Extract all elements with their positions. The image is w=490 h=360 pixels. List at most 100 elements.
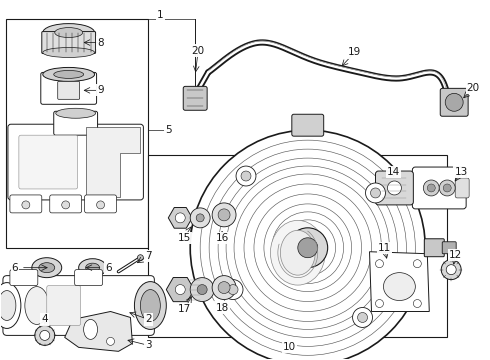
- Circle shape: [212, 276, 236, 300]
- Ellipse shape: [84, 319, 98, 339]
- Ellipse shape: [32, 258, 62, 278]
- Ellipse shape: [384, 273, 416, 301]
- Circle shape: [175, 285, 185, 294]
- FancyBboxPatch shape: [50, 195, 82, 213]
- Ellipse shape: [0, 283, 21, 328]
- FancyBboxPatch shape: [413, 167, 466, 209]
- Text: 16: 16: [216, 233, 229, 243]
- Circle shape: [288, 228, 328, 268]
- Text: 6: 6: [12, 263, 18, 273]
- FancyBboxPatch shape: [455, 178, 469, 198]
- Bar: [6, 19, 148, 248]
- Circle shape: [218, 209, 230, 221]
- Circle shape: [298, 238, 318, 258]
- Circle shape: [228, 285, 238, 294]
- Ellipse shape: [54, 71, 84, 78]
- Ellipse shape: [43, 67, 95, 81]
- Circle shape: [443, 184, 451, 192]
- Polygon shape: [65, 311, 132, 351]
- Circle shape: [190, 278, 214, 302]
- FancyBboxPatch shape: [10, 270, 38, 285]
- Polygon shape: [369, 252, 429, 311]
- Text: 18: 18: [216, 302, 229, 312]
- Text: 20: 20: [466, 84, 480, 93]
- Text: 12: 12: [448, 250, 462, 260]
- Ellipse shape: [39, 263, 55, 273]
- Circle shape: [441, 260, 461, 280]
- Circle shape: [439, 180, 455, 196]
- Circle shape: [175, 213, 185, 223]
- Circle shape: [196, 214, 204, 222]
- Bar: [148, 155, 447, 337]
- Circle shape: [212, 203, 236, 227]
- Circle shape: [236, 166, 256, 186]
- FancyBboxPatch shape: [183, 86, 207, 110]
- FancyBboxPatch shape: [19, 135, 77, 189]
- Ellipse shape: [280, 230, 315, 275]
- Circle shape: [423, 180, 439, 196]
- Circle shape: [414, 300, 421, 307]
- FancyBboxPatch shape: [442, 242, 456, 254]
- Circle shape: [375, 300, 384, 307]
- Circle shape: [358, 312, 368, 323]
- Circle shape: [218, 282, 230, 293]
- Circle shape: [35, 325, 55, 345]
- Circle shape: [22, 201, 30, 209]
- Ellipse shape: [0, 291, 16, 320]
- Text: 17: 17: [177, 305, 191, 315]
- FancyBboxPatch shape: [292, 114, 324, 136]
- Text: 3: 3: [145, 340, 152, 350]
- Circle shape: [366, 183, 386, 203]
- Text: 6: 6: [105, 263, 112, 273]
- Text: 13: 13: [455, 167, 468, 177]
- Circle shape: [370, 188, 380, 198]
- Circle shape: [353, 307, 372, 328]
- FancyBboxPatch shape: [58, 81, 80, 99]
- Text: 19: 19: [348, 48, 361, 58]
- Circle shape: [414, 260, 421, 268]
- Text: 7: 7: [145, 251, 152, 261]
- Circle shape: [223, 280, 243, 300]
- Circle shape: [445, 93, 463, 111]
- Text: 11: 11: [378, 243, 391, 253]
- Circle shape: [62, 201, 70, 209]
- Text: 9: 9: [97, 85, 104, 95]
- Circle shape: [388, 181, 401, 195]
- Text: 5: 5: [165, 125, 172, 135]
- Text: 1: 1: [157, 10, 164, 20]
- FancyBboxPatch shape: [3, 276, 154, 336]
- FancyBboxPatch shape: [47, 285, 81, 325]
- Circle shape: [446, 265, 456, 275]
- Ellipse shape: [55, 28, 83, 37]
- Ellipse shape: [134, 282, 166, 329]
- Ellipse shape: [78, 259, 106, 276]
- Circle shape: [427, 184, 435, 192]
- FancyBboxPatch shape: [375, 171, 414, 205]
- Circle shape: [190, 208, 210, 228]
- Text: 15: 15: [177, 233, 191, 243]
- Text: 14: 14: [387, 167, 400, 177]
- Circle shape: [241, 171, 251, 181]
- Ellipse shape: [56, 108, 96, 118]
- FancyBboxPatch shape: [10, 195, 42, 213]
- Circle shape: [190, 130, 425, 360]
- Circle shape: [40, 330, 50, 340]
- Text: 4: 4: [42, 314, 48, 324]
- FancyBboxPatch shape: [85, 195, 117, 213]
- Circle shape: [375, 260, 384, 268]
- Ellipse shape: [25, 287, 49, 324]
- Ellipse shape: [43, 48, 95, 58]
- Text: 8: 8: [97, 37, 104, 48]
- Ellipse shape: [86, 263, 99, 272]
- Ellipse shape: [43, 24, 95, 41]
- FancyBboxPatch shape: [8, 124, 144, 200]
- FancyBboxPatch shape: [440, 88, 468, 116]
- Circle shape: [197, 285, 207, 294]
- Text: 20: 20: [192, 45, 205, 55]
- FancyBboxPatch shape: [41, 72, 97, 104]
- FancyBboxPatch shape: [42, 32, 96, 54]
- Polygon shape: [86, 127, 141, 197]
- FancyBboxPatch shape: [74, 270, 102, 285]
- Circle shape: [137, 255, 144, 261]
- FancyBboxPatch shape: [424, 239, 444, 257]
